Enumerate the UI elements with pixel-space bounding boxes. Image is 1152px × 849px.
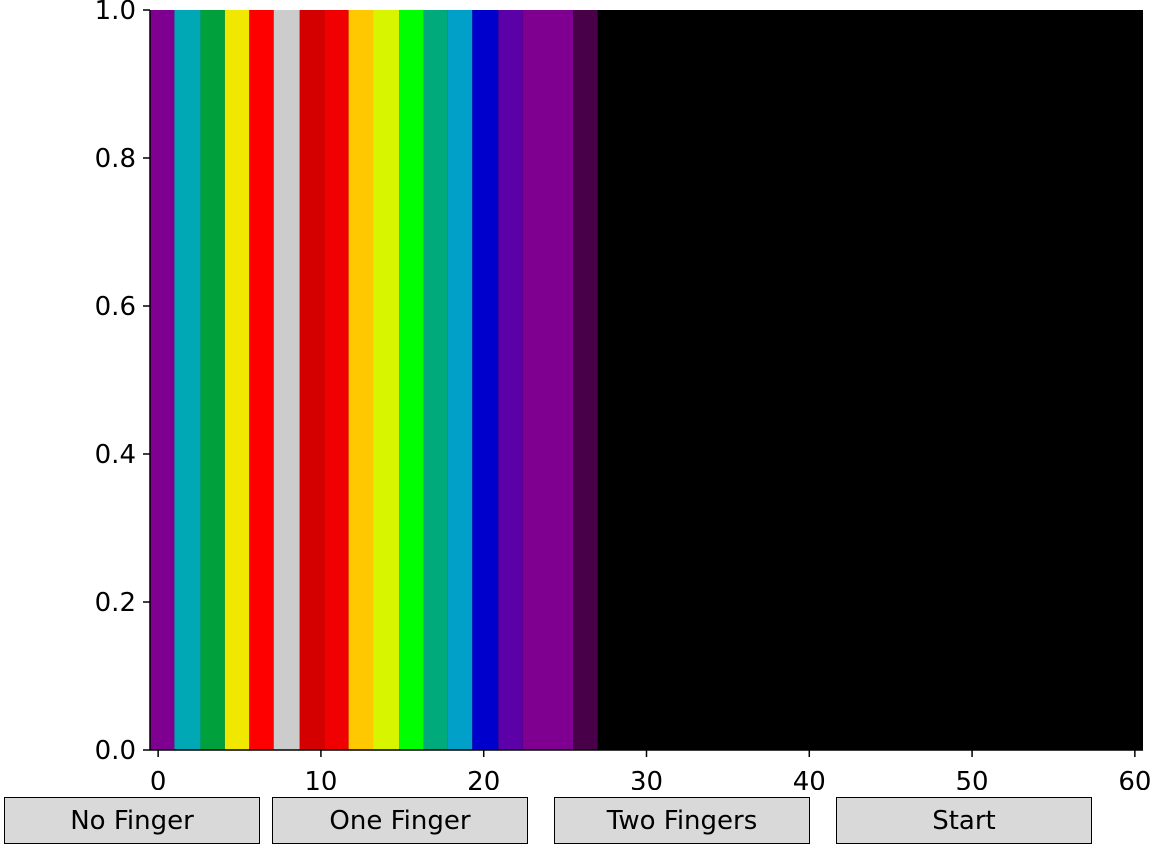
color-band-3 [224, 10, 250, 750]
y-tick-label: 0.0 [95, 736, 136, 766]
color-band-16 [573, 10, 598, 750]
y-tick-label: 0.6 [95, 292, 136, 322]
color-band-14 [498, 10, 523, 750]
y-tick-label: 0.8 [95, 144, 136, 174]
y-tick-label: 0.4 [95, 440, 136, 470]
color-band-1 [174, 10, 201, 750]
color-band-10 [399, 10, 424, 750]
no-finger-button[interactable]: No Finger [4, 797, 260, 844]
two-fingers-button-label: Two Fingers [606, 805, 758, 836]
color-band-0 [150, 10, 175, 750]
color-band-2 [200, 10, 225, 750]
chart: 0.0 0.2 0.4 0.6 0.8 1.0 0 10 20 30 40 50 60 [95, 0, 1152, 790]
color-band-12 [447, 10, 473, 750]
no-finger-button-label: No Finger [70, 805, 194, 836]
color-band-15 [522, 10, 574, 750]
axes: 0.0 0.2 0.4 0.6 0.8 1.0 0 10 20 30 40 50 60 [95, 0, 1152, 790]
y-tick-label: 0.2 [95, 588, 136, 618]
x-tick-label: 0 [150, 767, 167, 790]
one-finger-button[interactable]: One Finger [272, 797, 528, 844]
color-band-11 [423, 10, 448, 750]
x-tick-label: 10 [304, 767, 337, 790]
color-band-6 [299, 10, 325, 750]
x-tick-label: 20 [467, 767, 500, 790]
two-fingers-button[interactable]: Two Fingers [554, 797, 810, 844]
color-band-7 [324, 10, 349, 750]
color-band-4 [249, 10, 274, 750]
start-button[interactable]: Start [836, 797, 1092, 844]
x-tick-label: 50 [956, 767, 989, 790]
color-band-13 [472, 10, 499, 750]
y-tick-label: 1.0 [95, 0, 136, 26]
color-band-5 [273, 10, 300, 750]
x-tick-label: 60 [1118, 767, 1151, 790]
start-button-label: Start [932, 805, 996, 836]
color-band-8 [348, 10, 374, 750]
color-band-9 [373, 10, 400, 750]
one-finger-button-label: One Finger [329, 805, 471, 836]
x-tick-label: 30 [630, 767, 663, 790]
x-tick-label: 40 [793, 767, 826, 790]
color-bands [150, 10, 1143, 750]
